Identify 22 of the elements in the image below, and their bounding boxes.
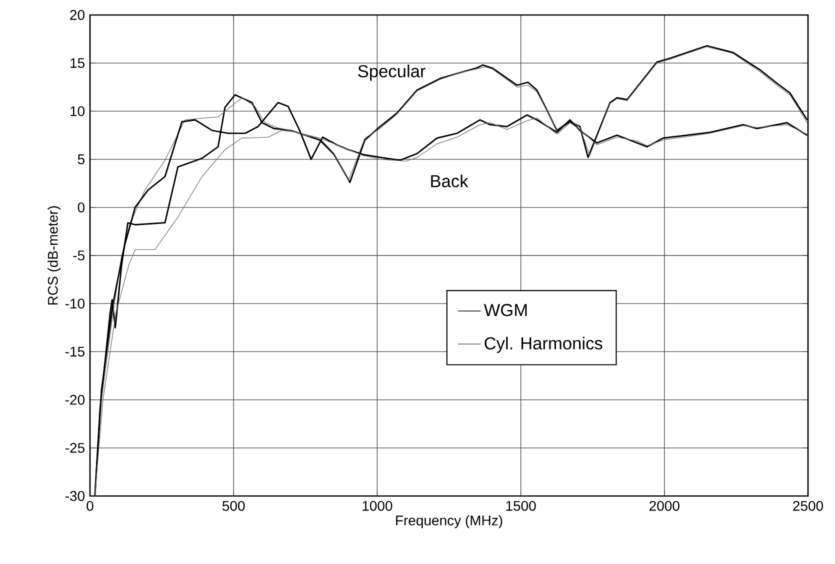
y-tick-label: 15 [70,58,84,68]
x-tick-label: 0 [86,500,94,511]
y-tick-label: -30 [65,491,85,501]
y-tick-label: -5 [73,250,84,260]
y-tick-label: 5 [78,154,84,164]
annotation: Back [431,174,468,188]
y-tick-label: 20 [70,10,85,20]
y-tick-label: -10 [65,298,85,309]
x-tick-label: 2000 [650,500,680,511]
x-tick-label: 2500 [793,500,824,511]
x-tick-label: 1000 [362,500,392,511]
y-tick-label: -20 [65,394,85,405]
x-tick-label: 1500 [506,500,536,511]
legend-label: WGM [484,304,527,316]
y-tick-label: -25 [65,442,84,453]
y-axis-title: RCS (dB-meter) [48,206,61,305]
y-tick-label: 10 [70,106,85,116]
y-tick-label: 0 [78,202,85,212]
y-tick-label: -15 [65,346,84,357]
x-axis-title: Frequency (MHz) [396,515,502,528]
legend-label: Cyl. Harmonics [484,336,602,353]
x-tick-label: 500 [222,500,245,511]
